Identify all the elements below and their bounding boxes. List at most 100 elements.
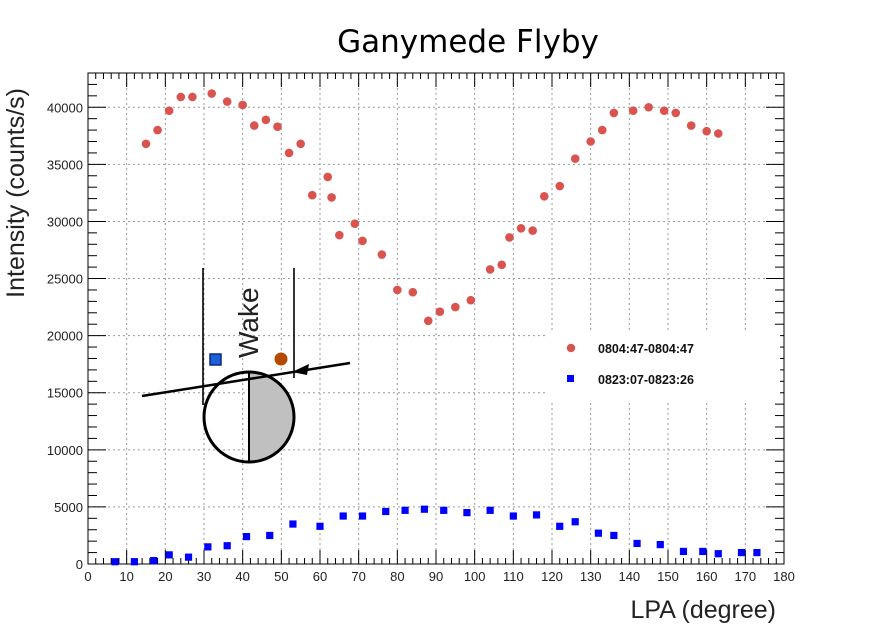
legend: 0804:47-0804:47 0823:07-0823:26 bbox=[548, 330, 780, 400]
grid bbox=[88, 73, 784, 564]
x-tick-label: 20 bbox=[158, 569, 172, 584]
data-point-series-2 bbox=[420, 505, 428, 513]
data-point-series-1 bbox=[609, 108, 619, 118]
y-tick-labels: 0 5000 10000 15000 20000 25000 30000 35000 40000 bbox=[47, 100, 83, 572]
data-point-series-1 bbox=[327, 193, 336, 202]
data-point-series-1 bbox=[335, 230, 344, 240]
wake-label: Wake bbox=[233, 287, 264, 358]
data-point-series-2 bbox=[699, 547, 707, 556]
x-axis-label: LPA (degree) bbox=[631, 596, 776, 624]
y-tick-label: 0 bbox=[76, 557, 83, 572]
data-point-series-1 bbox=[539, 192, 549, 201]
data-point-series-1 bbox=[516, 223, 526, 233]
data-point-series-1 bbox=[466, 295, 476, 305]
x-tick-label: 130 bbox=[580, 569, 602, 584]
data-point-series-1 bbox=[261, 115, 271, 125]
series-1-points bbox=[141, 89, 723, 326]
data-point-series-2 bbox=[556, 522, 564, 530]
shadow-half bbox=[249, 372, 294, 462]
data-point-series-2 bbox=[679, 547, 688, 556]
x-tick-label: 80 bbox=[390, 569, 404, 584]
data-point-series-1 bbox=[659, 106, 669, 115]
data-point-series-2 bbox=[289, 520, 297, 528]
x-tick-label: 60 bbox=[313, 569, 327, 584]
data-point-series-2 bbox=[440, 506, 448, 514]
data-point-series-2 bbox=[753, 548, 761, 557]
y-tick-label: 20000 bbox=[47, 329, 83, 344]
data-point-series-2 bbox=[130, 558, 138, 566]
data-point-series-1 bbox=[671, 108, 681, 118]
x-tick-label: 90 bbox=[429, 569, 443, 584]
data-point-series-2 bbox=[532, 511, 541, 519]
data-point-series-1 bbox=[570, 154, 580, 163]
x-tick-label: 120 bbox=[541, 569, 563, 584]
data-point-series-1 bbox=[505, 233, 514, 242]
axis-ticks bbox=[87, 73, 785, 565]
data-point-series-1 bbox=[393, 285, 402, 295]
data-point-series-2 bbox=[150, 556, 158, 565]
data-point-series-2 bbox=[401, 506, 409, 514]
data-point-series-1 bbox=[713, 129, 723, 138]
brown-dot-marker bbox=[274, 352, 288, 366]
x-tick-label: 150 bbox=[657, 569, 679, 584]
blue-square-marker bbox=[209, 353, 222, 366]
y-tick-label: 30000 bbox=[47, 214, 83, 229]
legend-label-series-1: 0804:47-0804:47 bbox=[598, 342, 694, 356]
data-point-series-2 bbox=[242, 532, 251, 541]
data-point-series-2 bbox=[184, 553, 193, 561]
data-point-series-1 bbox=[451, 302, 460, 312]
data-point-series-1 bbox=[296, 139, 305, 149]
data-point-series-2 bbox=[382, 507, 390, 516]
legend-label-series-2: 0823:07-0823:26 bbox=[598, 373, 694, 387]
data-point-series-1 bbox=[350, 219, 360, 229]
legend-marker-blue bbox=[567, 375, 574, 382]
legend-box bbox=[548, 330, 780, 400]
data-point-series-1 bbox=[408, 287, 418, 297]
arrow-head bbox=[292, 364, 309, 375]
data-point-series-1 bbox=[644, 102, 653, 112]
y-tick-label: 40000 bbox=[47, 100, 83, 115]
data-point-series-2 bbox=[266, 531, 274, 540]
x-tick-label: 110 bbox=[503, 569, 524, 584]
x-tick-label: 180 bbox=[773, 569, 795, 584]
data-point-series-1 bbox=[497, 260, 507, 270]
data-point-series-2 bbox=[610, 531, 618, 540]
x-tick-label: 10 bbox=[119, 569, 133, 584]
y-axis-label: Intensity (counts/s) bbox=[2, 88, 30, 298]
data-point-series-2 bbox=[165, 551, 173, 559]
x-tick-label: 40 bbox=[235, 569, 249, 584]
data-point-series-2 bbox=[571, 518, 579, 526]
data-point-series-2 bbox=[316, 522, 324, 530]
data-point-series-1 bbox=[153, 125, 162, 135]
data-point-series-1 bbox=[141, 139, 151, 149]
y-tick-label: 5000 bbox=[54, 500, 83, 515]
data-point-series-1 bbox=[702, 126, 711, 136]
data-point-series-2 bbox=[339, 512, 347, 520]
x-tick-label: 170 bbox=[734, 569, 756, 584]
series-2-points bbox=[111, 505, 761, 566]
data-point-series-2 bbox=[656, 540, 664, 549]
y-tick-label: 25000 bbox=[47, 272, 83, 287]
data-point-series-1 bbox=[164, 106, 174, 115]
data-point-series-1 bbox=[323, 172, 333, 182]
y-tick-label: 15000 bbox=[47, 386, 83, 401]
data-point-series-1 bbox=[176, 92, 186, 102]
data-point-series-1 bbox=[222, 97, 232, 106]
data-point-series-1 bbox=[485, 265, 495, 274]
x-tick-label: 50 bbox=[274, 569, 288, 584]
data-point-series-2 bbox=[633, 539, 641, 548]
data-point-series-1 bbox=[377, 250, 387, 259]
data-point-series-2 bbox=[358, 512, 367, 520]
data-point-series-1 bbox=[555, 181, 565, 191]
y-tick-label: 10000 bbox=[47, 443, 83, 458]
data-point-series-2 bbox=[223, 542, 231, 550]
legend-marker-red bbox=[566, 343, 576, 353]
wake-inset-diagram: Wake bbox=[141, 268, 351, 464]
data-point-series-1 bbox=[528, 226, 537, 235]
x-tick-label: 160 bbox=[696, 569, 718, 584]
data-point-series-2 bbox=[204, 543, 212, 551]
data-point-series-1 bbox=[628, 106, 638, 115]
data-point-series-2 bbox=[486, 506, 494, 514]
data-point-series-2 bbox=[737, 548, 746, 557]
